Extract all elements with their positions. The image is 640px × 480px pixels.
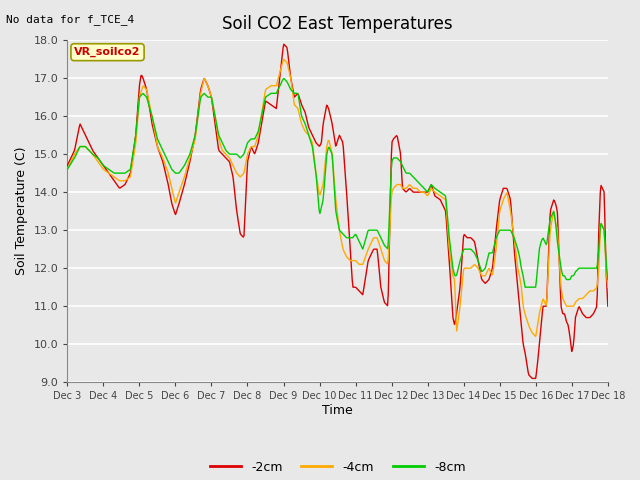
X-axis label: Time: Time: [322, 404, 353, 417]
-8cm: [129, 152, 136, 157]
-4cm: [404, 183, 412, 189]
-8cm: [420, 185, 428, 191]
Text: No data for f_TCE_4: No data for f_TCE_4: [6, 14, 134, 25]
Y-axis label: Soil Temperature (C): Soil Temperature (C): [15, 147, 28, 276]
Title: Soil CO2 East Temperatures: Soil CO2 East Temperatures: [222, 15, 453, 33]
-2cm: [280, 41, 287, 47]
-4cm: [532, 334, 540, 339]
Line: -2cm: -2cm: [67, 44, 608, 378]
-8cm: [604, 276, 612, 282]
-2cm: [184, 168, 191, 174]
-2cm: [604, 303, 612, 309]
-4cm: [63, 167, 71, 172]
-2cm: [529, 375, 536, 381]
-8cm: [404, 170, 412, 176]
-2cm: [129, 154, 136, 159]
-4cm: [280, 57, 287, 62]
-2cm: [73, 135, 81, 141]
-4cm: [129, 159, 136, 165]
-4cm: [184, 163, 191, 168]
Legend: -2cm, -4cm, -8cm: -2cm, -4cm, -8cm: [205, 456, 470, 479]
-8cm: [73, 150, 81, 156]
-4cm: [604, 284, 612, 290]
-2cm: [420, 189, 428, 195]
Line: -8cm: -8cm: [67, 78, 608, 287]
-2cm: [404, 187, 412, 193]
-8cm: [280, 75, 287, 81]
-8cm: [184, 156, 191, 162]
-4cm: [212, 120, 220, 126]
-8cm: [212, 119, 220, 125]
-4cm: [73, 148, 81, 154]
Line: -4cm: -4cm: [67, 60, 608, 336]
-8cm: [522, 284, 529, 290]
-8cm: [63, 167, 71, 172]
Text: VR_soilco2: VR_soilco2: [74, 47, 141, 57]
-4cm: [420, 189, 428, 195]
-2cm: [63, 163, 71, 168]
-2cm: [212, 129, 220, 135]
